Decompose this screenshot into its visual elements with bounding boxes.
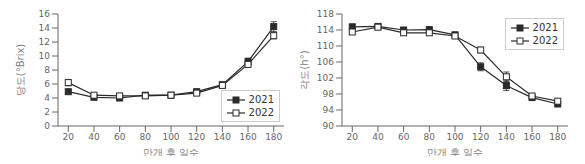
svg-text:180: 180 (549, 132, 566, 142)
svg-text:140: 140 (214, 132, 231, 142)
svg-text:90: 90 (323, 121, 335, 131)
svg-text:20: 20 (347, 132, 359, 142)
svg-text:4: 4 (44, 93, 50, 103)
svg-text:80: 80 (424, 132, 436, 142)
svg-text:만개 후 일수: 만개 후 일수 (143, 147, 199, 156)
svg-text:14: 14 (39, 23, 51, 33)
svg-text:2: 2 (44, 107, 50, 117)
svg-text:8: 8 (44, 65, 50, 75)
svg-text:당도(°Brix): 당도(°Brix) (15, 44, 26, 97)
svg-text:만개 후 일수: 만개 후 일수 (427, 147, 483, 156)
svg-text:100: 100 (162, 132, 179, 142)
svg-text:60: 60 (398, 132, 410, 142)
svg-text:0: 0 (44, 121, 50, 131)
svg-text:110: 110 (317, 41, 334, 51)
html-text:2021: 2021 (248, 94, 274, 105)
svg-text:180: 180 (265, 132, 282, 142)
svg-text:60: 60 (114, 132, 126, 142)
svg-text:각도(h°): 각도(h°) (299, 50, 310, 89)
svg-text:10: 10 (39, 51, 51, 61)
svg-text:140: 140 (498, 132, 515, 142)
svg-text:80: 80 (140, 132, 152, 142)
svg-text:100: 100 (446, 132, 463, 142)
svg-text:20: 20 (63, 132, 75, 142)
svg-text:120: 120 (472, 132, 489, 142)
svg-text:40: 40 (372, 132, 384, 142)
svg-text:12: 12 (39, 37, 50, 47)
svg-text:102: 102 (317, 73, 334, 83)
svg-text:6: 6 (44, 79, 50, 89)
svg-text:160: 160 (523, 132, 540, 142)
html-text:2022: 2022 (532, 35, 558, 46)
svg-text:16: 16 (39, 9, 51, 19)
svg-text:40: 40 (88, 132, 100, 142)
svg-text:118: 118 (317, 9, 334, 19)
html-text:2021: 2021 (532, 22, 558, 33)
html-text:2022: 2022 (248, 107, 274, 118)
svg-text:114: 114 (317, 25, 334, 35)
svg-text:98: 98 (323, 89, 335, 99)
svg-text:94: 94 (323, 105, 335, 115)
svg-text:160: 160 (239, 132, 256, 142)
svg-text:120: 120 (188, 132, 205, 142)
svg-text:106: 106 (317, 57, 334, 67)
